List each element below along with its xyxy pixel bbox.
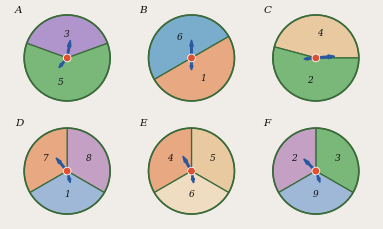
Wedge shape: [154, 36, 234, 101]
Wedge shape: [154, 171, 229, 214]
Circle shape: [188, 54, 195, 62]
Text: 1: 1: [64, 190, 70, 199]
Wedge shape: [274, 15, 359, 58]
Wedge shape: [149, 15, 229, 79]
Wedge shape: [192, 128, 234, 193]
Wedge shape: [316, 128, 359, 193]
Circle shape: [312, 54, 320, 62]
Text: 4: 4: [317, 29, 323, 38]
Text: 2: 2: [307, 76, 313, 85]
Text: D: D: [15, 119, 23, 128]
Text: 4: 4: [167, 154, 173, 163]
Text: 3: 3: [335, 154, 340, 163]
Circle shape: [188, 167, 195, 175]
Circle shape: [312, 167, 320, 175]
Text: 9: 9: [313, 190, 319, 199]
Text: 5: 5: [210, 154, 216, 163]
Text: 2: 2: [291, 154, 297, 163]
Wedge shape: [67, 128, 110, 193]
FancyArrow shape: [191, 171, 194, 183]
Text: 3: 3: [64, 30, 70, 39]
FancyArrow shape: [183, 156, 192, 172]
Wedge shape: [149, 128, 192, 193]
FancyArrow shape: [190, 40, 193, 58]
Circle shape: [63, 167, 71, 175]
FancyArrow shape: [56, 158, 68, 172]
Circle shape: [63, 54, 71, 62]
Text: E: E: [139, 119, 147, 128]
FancyArrow shape: [315, 171, 320, 182]
Text: 7: 7: [43, 154, 48, 163]
Text: C: C: [264, 5, 272, 14]
Text: 6: 6: [177, 33, 183, 42]
Wedge shape: [27, 15, 108, 58]
Text: 8: 8: [86, 154, 92, 163]
FancyArrow shape: [66, 40, 71, 58]
Text: A: A: [15, 5, 22, 14]
FancyArrow shape: [316, 55, 335, 59]
FancyArrow shape: [304, 159, 316, 172]
FancyArrow shape: [67, 171, 70, 183]
FancyArrow shape: [190, 58, 193, 70]
Wedge shape: [273, 128, 316, 193]
Wedge shape: [24, 43, 110, 101]
Text: B: B: [139, 5, 147, 14]
FancyArrow shape: [304, 57, 316, 60]
Wedge shape: [24, 128, 67, 193]
Text: 5: 5: [58, 78, 64, 87]
Wedge shape: [273, 47, 359, 101]
Text: 6: 6: [188, 190, 195, 199]
Wedge shape: [30, 171, 104, 214]
Wedge shape: [279, 171, 353, 214]
Text: F: F: [264, 119, 271, 128]
FancyArrow shape: [59, 57, 68, 68]
Text: 1: 1: [200, 74, 206, 83]
